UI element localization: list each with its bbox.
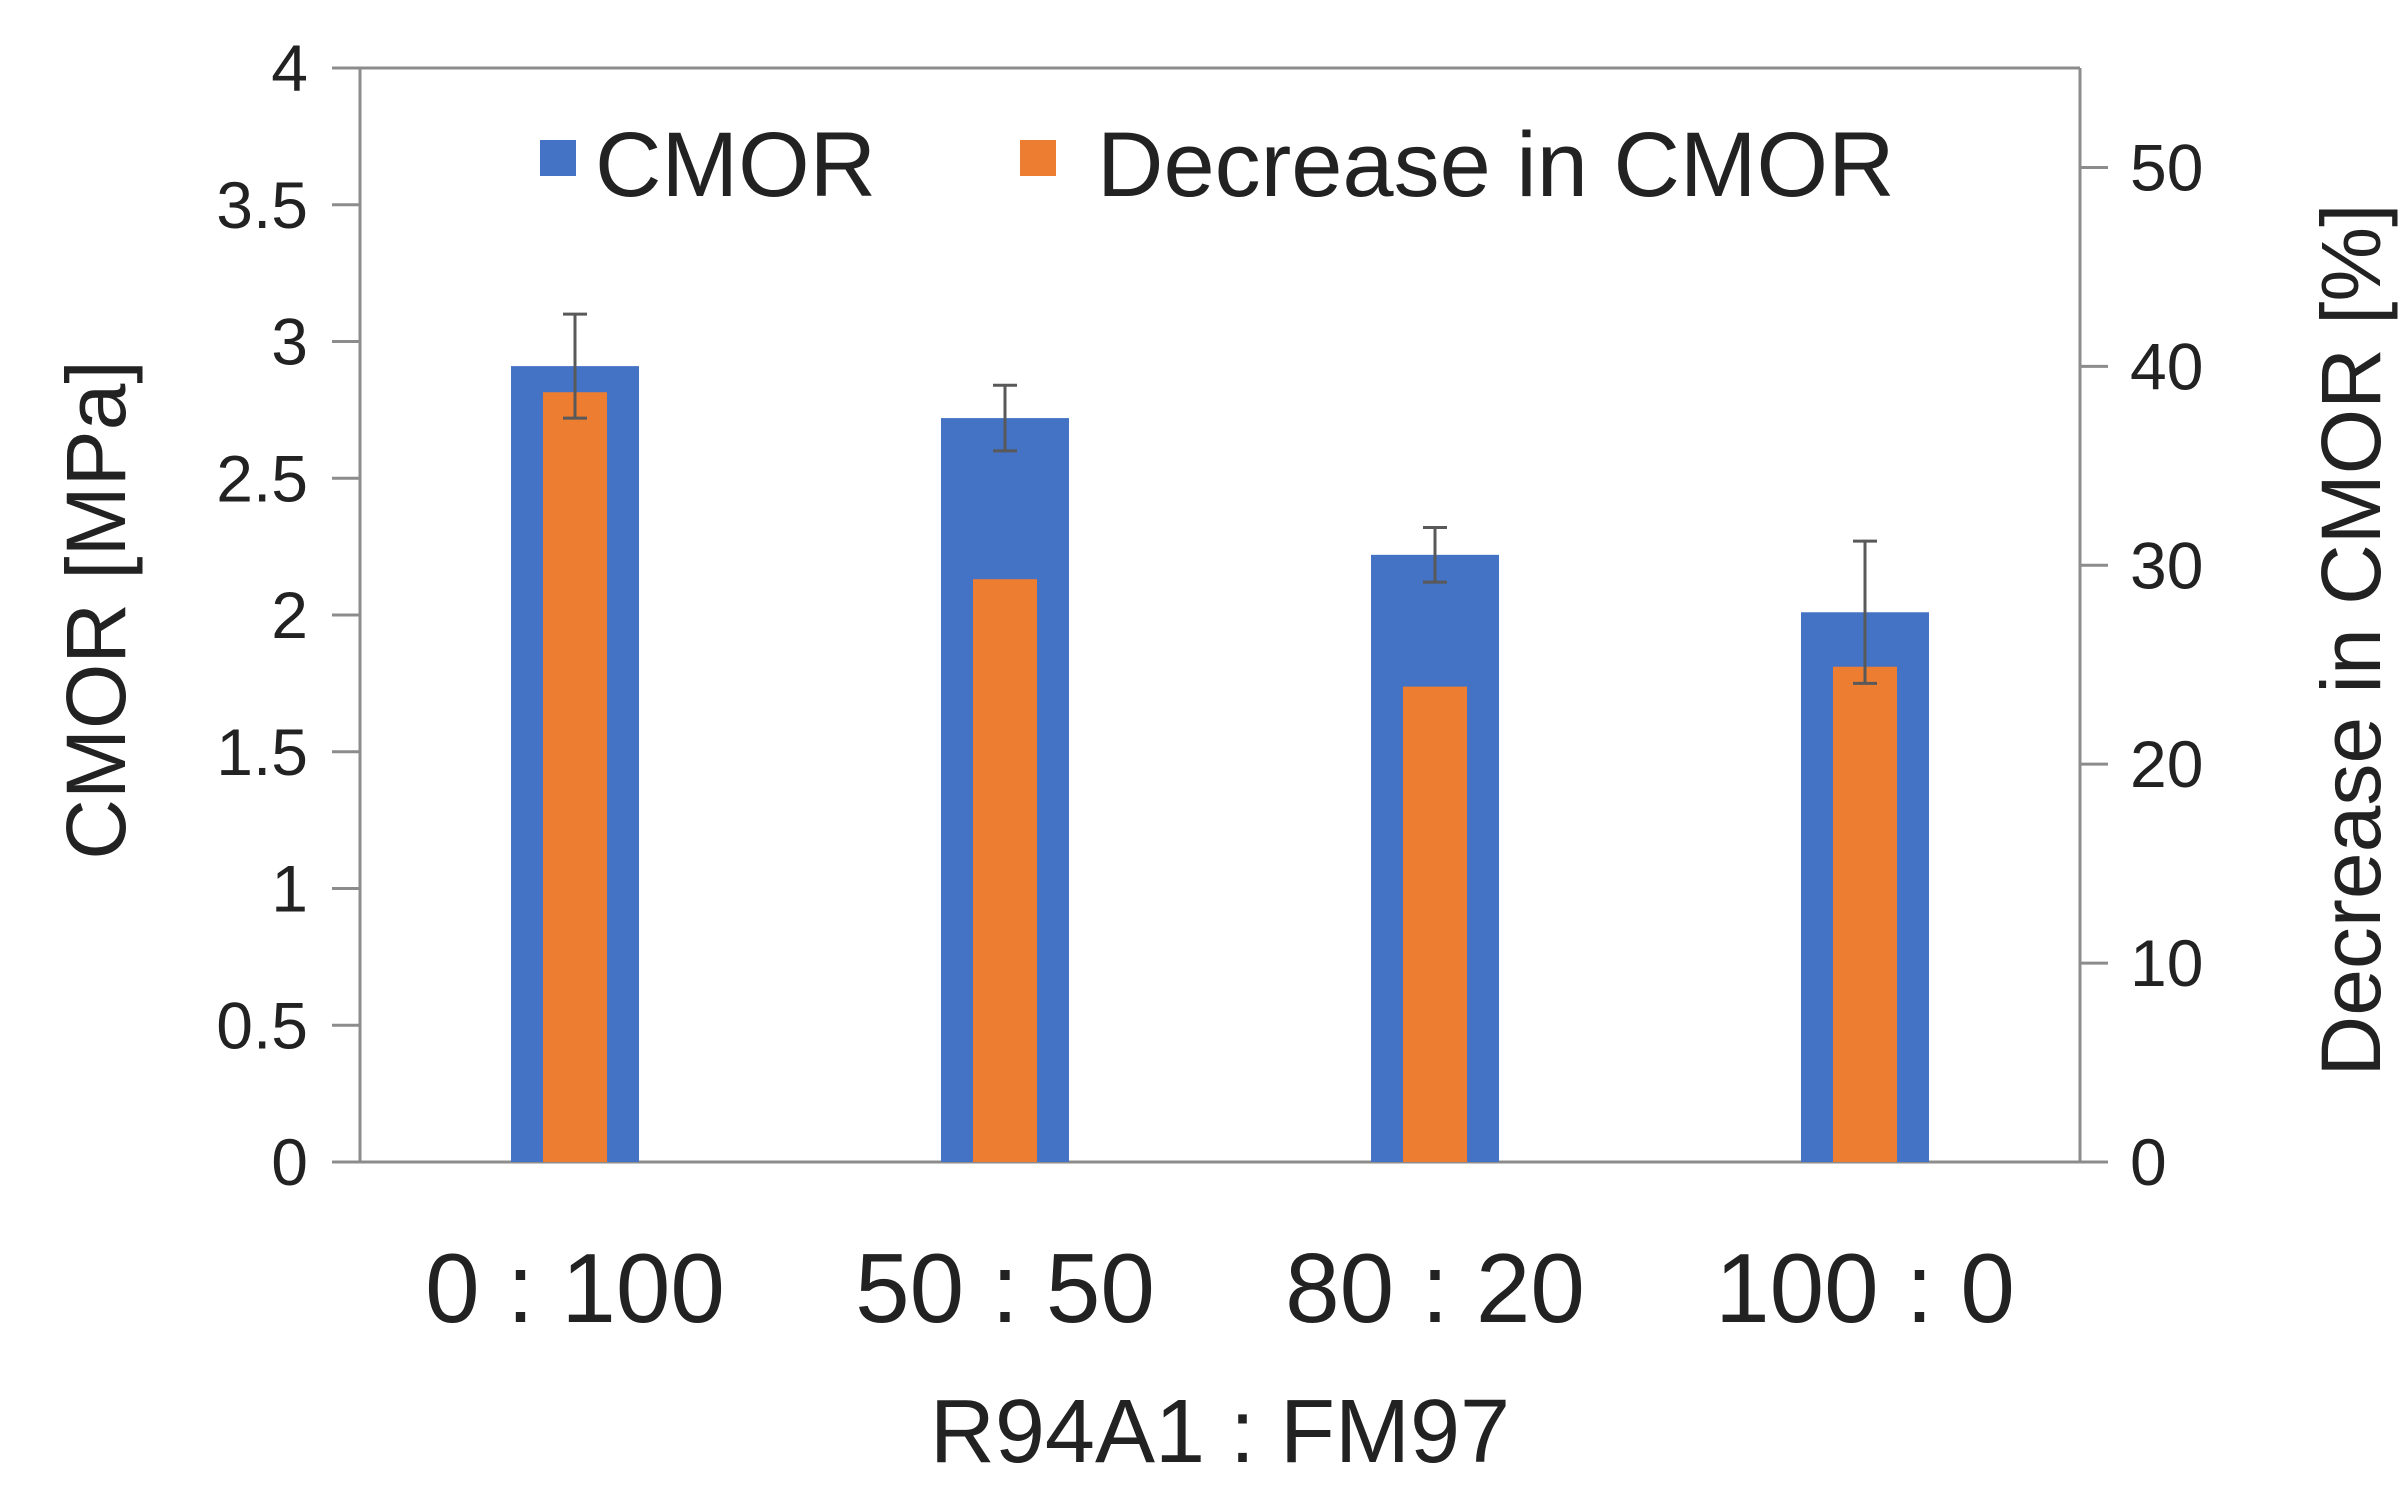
legend-label-decrease: Decrease in CMOR [1097, 114, 1895, 216]
y-tick-label-left: 1.5 [216, 715, 308, 789]
y-tick-label-left: 0.5 [216, 988, 308, 1062]
y-tick-label-left: 0 [271, 1125, 308, 1199]
legend-swatch-cmor [540, 140, 576, 176]
y-tick-label-right: 10 [2130, 926, 2203, 1000]
y-axis-title-right: Decrease in CMOR [%] [2304, 204, 2398, 1077]
legend: CMOR Decrease in CMOR [540, 114, 1895, 216]
x-tick-label: 80 : 20 [1285, 1233, 1585, 1343]
legend-label-cmor: CMOR [595, 114, 876, 216]
x-tick-label: 100 : 0 [1715, 1233, 2015, 1343]
y-tick-label-left: 4 [271, 31, 308, 105]
y-axis-title-left: CMOR [MPa] [49, 360, 143, 859]
x-axis-title: R94A1 : FM97 [930, 1382, 1510, 1482]
bar-decrease [543, 392, 607, 1163]
y-tick-label-right: 50 [2130, 130, 2203, 204]
y-tick-label-left: 3 [271, 305, 308, 379]
y-tick-label-left: 2.5 [216, 441, 308, 515]
y-tick-label-right: 30 [2130, 528, 2203, 602]
bar-decrease [1403, 686, 1467, 1162]
x-tick-label: 50 : 50 [855, 1233, 1155, 1343]
y-tick-label-left: 2 [271, 578, 308, 652]
bar-decrease [1833, 666, 1897, 1162]
y-tick-label-left: 3.5 [216, 168, 308, 242]
legend-swatch-decrease [1020, 140, 1056, 176]
bar-decrease [973, 579, 1037, 1162]
x-tick-label: 0 : 100 [425, 1233, 725, 1343]
y-tick-label-right: 40 [2130, 329, 2203, 403]
y-tick-label-right: 20 [2130, 727, 2203, 801]
y-tick-label-right: 0 [2130, 1125, 2167, 1199]
y-tick-label-left: 1 [271, 852, 308, 926]
